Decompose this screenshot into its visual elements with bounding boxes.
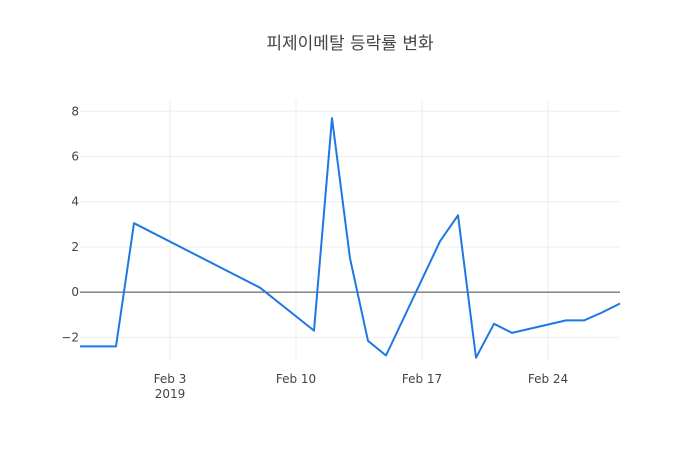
data-point[interactable] — [509, 330, 515, 336]
chart-title: 피제이메탈 등락률 변화 — [266, 34, 434, 54]
data-point[interactable] — [131, 220, 137, 226]
grid-layer — [80, 100, 620, 360]
data-point[interactable] — [563, 317, 569, 323]
data-point[interactable] — [455, 212, 461, 218]
data-point[interactable] — [491, 321, 497, 327]
data-point[interactable] — [581, 317, 587, 323]
y-tick-label: 6 — [71, 150, 79, 164]
data-point[interactable] — [365, 338, 371, 344]
data-point[interactable] — [257, 285, 263, 291]
data-point[interactable] — [347, 255, 353, 261]
data-point[interactable] — [311, 328, 317, 334]
x-tick-label: Feb 17 — [402, 372, 442, 386]
y-tick-label: −2 — [61, 330, 79, 344]
data-point[interactable] — [437, 238, 443, 244]
data-point[interactable] — [599, 310, 605, 316]
y-tick-label: 2 — [71, 240, 79, 254]
y-tick-label: 0 — [71, 285, 79, 299]
series-layer — [80, 115, 623, 361]
data-point[interactable] — [113, 343, 119, 349]
y-tick-label: 8 — [71, 104, 79, 118]
data-point[interactable] — [383, 353, 389, 359]
x-tick-sublabel: 2019 — [155, 387, 186, 401]
x-tick-label: Feb 24 — [528, 372, 568, 386]
y-tick-label: 4 — [71, 195, 79, 209]
data-point[interactable] — [617, 301, 623, 307]
data-point[interactable] — [329, 115, 335, 121]
data-point[interactable] — [95, 343, 101, 349]
data-point[interactable] — [473, 355, 479, 361]
x-tick-label: Feb 10 — [276, 372, 316, 386]
x-tick-label: Feb 3 — [154, 372, 187, 386]
series-line — [80, 117, 621, 359]
